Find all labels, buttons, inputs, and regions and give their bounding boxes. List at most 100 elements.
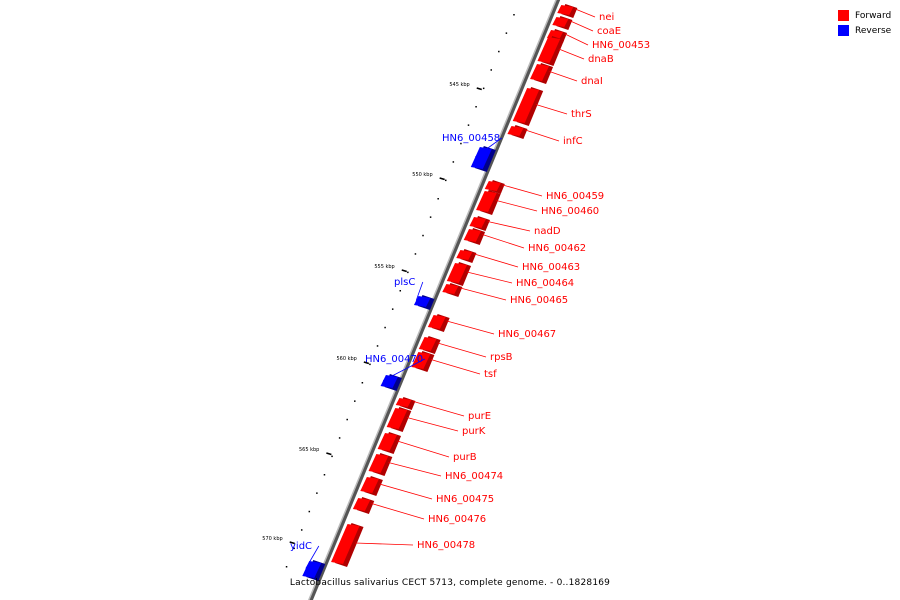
- gene-HN6_00478[interactable]: [331, 523, 364, 567]
- gene-thrS[interactable]: [512, 87, 544, 126]
- gene-leader-line: [570, 20, 594, 32]
- gene-label[interactable]: HN6_00478: [417, 540, 475, 551]
- gene-label[interactable]: nadD: [534, 226, 561, 237]
- minor-tick: [384, 326, 386, 329]
- gene-label[interactable]: thrS: [571, 109, 592, 120]
- legend-reverse: Reverse: [838, 23, 891, 38]
- major-tick: [439, 177, 445, 181]
- gene-label[interactable]: HN6_00463: [522, 262, 580, 273]
- minor-tick: [407, 271, 409, 274]
- gene-yidC[interactable]: [302, 560, 326, 581]
- minor-tick: [316, 492, 318, 494]
- gene-rpsB[interactable]: [418, 336, 441, 354]
- gene-HN6_00474[interactable]: [368, 453, 393, 476]
- gene-leader-line: [496, 200, 538, 212]
- gene-label[interactable]: HN6_00460: [541, 206, 599, 217]
- minor-tick: [475, 106, 477, 108]
- minor-tick: [422, 234, 424, 237]
- gene-arrow: [530, 64, 550, 81]
- gene-leader-line: [502, 184, 543, 197]
- gene-leader-line: [430, 359, 481, 375]
- gene-arrow: [360, 477, 379, 493]
- gene-dnaB[interactable]: [537, 36, 565, 66]
- gene-arrow: [470, 147, 492, 169]
- gene-coaE[interactable]: [552, 16, 573, 30]
- minor-tick: [338, 437, 341, 439]
- gene-label[interactable]: dnaI: [581, 76, 603, 87]
- gene-nadD[interactable]: [469, 216, 491, 231]
- gene-leader-line: [397, 440, 450, 458]
- gene-nei[interactable]: [557, 4, 578, 18]
- gene-label[interactable]: purK: [462, 426, 486, 437]
- major-tick: [289, 541, 295, 545]
- minor-tick: [498, 50, 500, 53]
- minor-tick: [482, 87, 485, 90]
- gene-arrow: [442, 284, 459, 294]
- gene-leader-line: [371, 503, 425, 520]
- gene-label[interactable]: coaE: [597, 26, 621, 37]
- gene-label[interactable]: nei: [599, 12, 614, 23]
- gene-purB[interactable]: [377, 432, 402, 454]
- gene-HN6_00467[interactable]: [427, 314, 450, 332]
- gene-tsf[interactable]: [411, 351, 435, 372]
- minor-tick: [308, 510, 311, 513]
- gene-HN6_00462[interactable]: [463, 228, 486, 245]
- gene-label[interactable]: HN6_00470: [365, 354, 423, 365]
- gene-HN6_00458[interactable]: [470, 146, 496, 172]
- gene-label[interactable]: HN6_00459: [546, 191, 604, 202]
- gene-label[interactable]: infC: [563, 136, 583, 147]
- gene-leader-line: [487, 221, 531, 232]
- minor-tick: [369, 363, 371, 366]
- gene-HN6_00476[interactable]: [352, 497, 375, 514]
- gene-infC[interactable]: [507, 125, 528, 139]
- minor-tick: [300, 529, 303, 531]
- gene-label[interactable]: HN6_00464: [516, 278, 574, 289]
- minor-tick: [490, 69, 492, 71]
- gene-arrow: [427, 315, 446, 329]
- gene-HN6_00460[interactable]: [476, 190, 501, 215]
- gene-label[interactable]: purE: [468, 411, 491, 422]
- gene-arrow: [395, 398, 412, 407]
- gene-leader-line: [525, 129, 560, 142]
- gene-label[interactable]: HN6_00462: [528, 243, 586, 254]
- gene-label[interactable]: HN6_00458: [442, 133, 500, 144]
- gene-arrow: [377, 433, 398, 451]
- gene-purE[interactable]: [395, 397, 416, 410]
- minor-tick: [354, 400, 356, 402]
- minor-tick: [467, 124, 470, 126]
- gene-arrow: [352, 498, 371, 511]
- gene-label[interactable]: HN6_00453: [592, 40, 650, 51]
- gene-HN6_00470[interactable]: [380, 374, 402, 391]
- gene-label[interactable]: purB: [453, 452, 477, 463]
- gene-label[interactable]: tsf: [484, 369, 497, 380]
- gene-label[interactable]: yidC: [290, 541, 312, 552]
- gene-label[interactable]: HN6_00467: [498, 329, 556, 340]
- minor-tick: [452, 161, 455, 163]
- gene-HN6_00463[interactable]: [456, 249, 477, 263]
- gene-label[interactable]: HN6_00476: [428, 514, 486, 525]
- gene-HN6_00459[interactable]: [484, 180, 505, 194]
- major-tick: [326, 452, 332, 456]
- forward-swatch: [838, 10, 849, 21]
- gene-label[interactable]: HN6_00474: [445, 471, 503, 482]
- gene-label[interactable]: dnaB: [588, 54, 614, 65]
- gene-arrow: [380, 375, 398, 388]
- gene-plsC[interactable]: [413, 295, 435, 310]
- gene-label[interactable]: plsC: [394, 277, 415, 288]
- gene-label[interactable]: rpsB: [490, 352, 513, 363]
- gene-HN6_00465[interactable]: [442, 283, 463, 297]
- gene-leader-line: [388, 462, 442, 477]
- gene-leader-line: [558, 48, 585, 60]
- gene-label[interactable]: HN6_00465: [510, 295, 568, 306]
- gene-label[interactable]: HN6_00475: [436, 494, 494, 505]
- reverse-swatch: [838, 25, 849, 36]
- gene-arrow: [413, 296, 431, 307]
- gene-arrow: [557, 5, 574, 15]
- gene-dnaI[interactable]: [530, 63, 554, 84]
- gene-purK[interactable]: [386, 407, 412, 432]
- gene-HN6_00475[interactable]: [360, 476, 383, 496]
- gene-leader-line: [564, 33, 589, 46]
- gene-arrow: [507, 126, 524, 136]
- gene-HN6_00464[interactable]: [446, 262, 472, 286]
